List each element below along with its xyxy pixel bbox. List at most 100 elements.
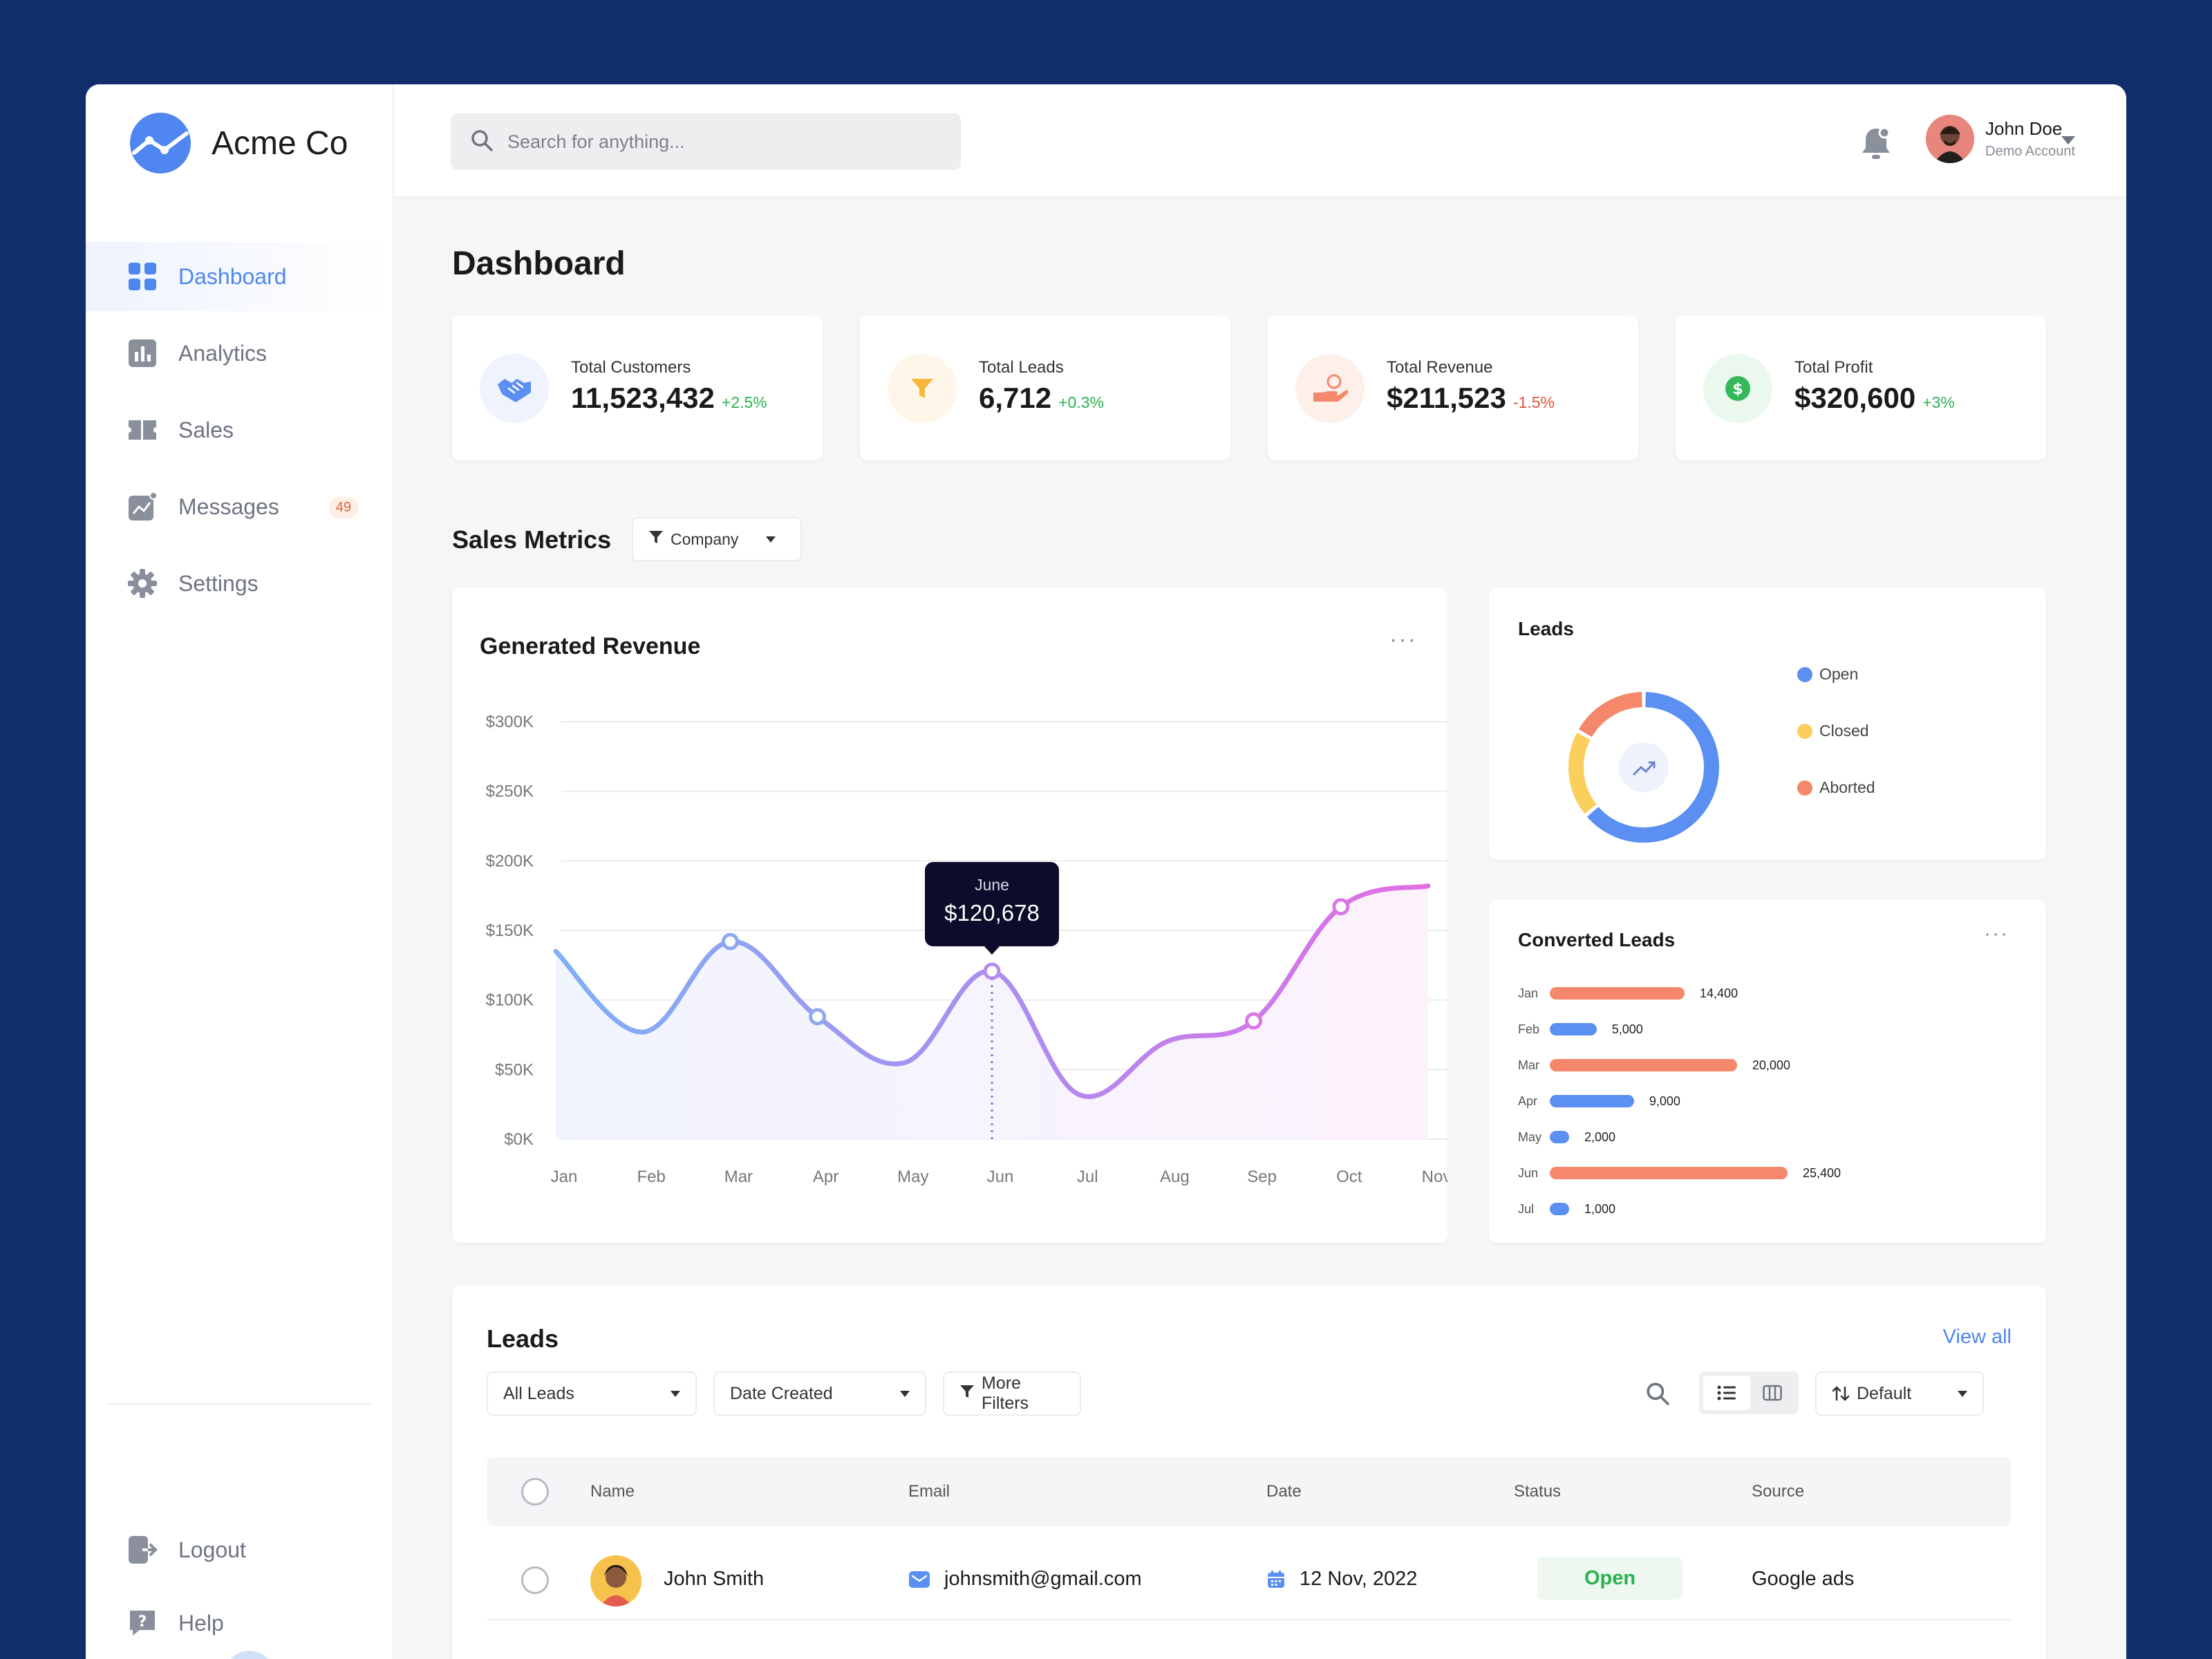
trend-up-icon [1633,761,1656,776]
date-created-dropdown[interactable]: Date Created [713,1371,926,1416]
row-checkbox[interactable] [521,1566,549,1594]
ticket-icon [127,415,158,445]
more-options-icon[interactable]: ··· [1984,922,2009,945]
table-row[interactable]: John Smith johnsmith@gmail.com 12 Nov, 2… [487,1544,2012,1620]
more-options-icon[interactable]: ··· [1389,626,1417,653]
company-filter-dropdown[interactable]: Company [632,517,802,561]
bar-category-label: Jan [1518,986,1539,1000]
kpi-delta: +2.5% [721,393,767,411]
avatar [590,1555,641,1606]
legend-dot [1797,666,1812,682]
sidebar-item-label: Analytics [178,340,268,366]
column-header-source[interactable]: Source [1752,1482,1805,1501]
converted-leads-title: Converted Leads [1518,929,1676,950]
notification-bell-icon[interactable] [1858,124,1894,162]
kpi-card-customers[interactable]: Total Customers 11,523,432 +2.5% [452,315,823,460]
search-input[interactable] [507,131,922,153]
x-tick-label: Oct [1336,1168,1362,1186]
columns-icon [1763,1385,1782,1401]
revenue-area [556,885,1428,1139]
sort-control: Default [1832,1384,1911,1404]
more-filters-button[interactable]: More Filters [943,1371,1081,1416]
sidebar-item-logout[interactable]: Logout [86,1515,393,1584]
sidebar-item-analytics[interactable]: Analytics [86,319,393,388]
bar-value-label: 25,400 [1803,1165,1841,1180]
grid-icon [127,261,158,292]
view-all-link[interactable]: View all [1942,1326,2012,1348]
table-header: Name Email Date Status Source [487,1457,2012,1526]
select-all-checkbox[interactable] [521,1478,549,1506]
bar [1550,1203,1569,1215]
converted-leads-row: Jul 1,000 [1518,1199,1615,1219]
leads-donut-card: Leads Open Closed Aborted [1489,588,2046,860]
logout-icon [127,1535,158,1565]
kpi-delta: +0.3% [1058,393,1104,411]
column-header-name[interactable]: Name [590,1482,635,1501]
bar-value-label: 9,000 [1649,1094,1680,1108]
column-header-email[interactable]: Email [908,1482,950,1501]
x-tick-label: Feb [637,1168,666,1186]
kpi-card-leads[interactable]: Total Leads 6,712 +0.3% [860,315,1230,460]
donut-slice-open [1586,692,1719,843]
sort-dropdown[interactable]: Default [1815,1371,1984,1416]
kpi-label: Total Profit [1794,358,1873,377]
converted-leads-row: Apr 9,000 [1518,1091,1680,1112]
user-menu[interactable]: John Doe Demo Account [1926,115,2075,163]
x-tick-label: Sep [1247,1168,1277,1186]
column-header-date[interactable]: Date [1266,1482,1302,1501]
y-tick-label: $100K [486,991,534,1010]
data-point [1332,898,1350,916]
sidebar-item-dashboard[interactable]: Dashboard [86,242,393,311]
x-tick-label: Nov [1422,1168,1447,1186]
donut-slice-aborted [1578,692,1643,738]
sidebar-item-help[interactable]: ? Help [86,1588,393,1658]
kpi-label: Total Revenue [1387,358,1493,377]
sidebar-item-settings[interactable]: Settings [86,549,393,618]
table-search-icon[interactable] [1645,1381,1670,1409]
user-info: John Doe Demo Account [1985,118,2075,160]
bar-value-label: 2,000 [1584,1130,1616,1144]
bar-value-label: 5,000 [1611,1022,1643,1036]
search-bar[interactable] [451,113,961,170]
tooltip-month: June [975,876,1009,894]
generated-revenue-card: Generated Revenue ··· $0K $50K $100K $150K $… [452,588,1447,1243]
kpi-delta: +3% [1922,393,1955,411]
bar-value-label: 20,000 [1752,1058,1790,1072]
column-view-button[interactable] [1749,1376,1796,1410]
revenue-line-chart: $0K $50K $100K $150K $200K $250K $300K Jan Feb M… [486,713,1447,1186]
brand[interactable]: Acme Co [130,112,348,174]
search-icon [470,129,494,156]
lead-source: Google ads [1752,1568,1855,1590]
bar-value-label: 1,000 [1584,1201,1616,1216]
all-leads-label: All Leads [503,1383,574,1403]
tooltip-value: $120,678 [944,900,1040,926]
revenue-chart-title: Generated Revenue [480,633,701,659]
sidebar-item-label: Sales [178,417,234,442]
data-point [721,932,739,950]
sidebar-nav: Dashboard Analytics Sales Messages 49 [86,242,393,626]
kpi-value: $211,523 -1.5% [1387,382,1555,414]
app-window: Acme Co Dashboard Analytics Sales [86,84,2126,1659]
data-point [983,962,1001,980]
brand-name: Acme Co [212,124,348,162]
sidebar-item-messages[interactable]: Messages 49 [86,472,393,541]
bar [1550,1167,1788,1179]
legend-label: Open [1819,665,1859,683]
top-header: John Doe Demo Account [394,84,2126,198]
data-point [1245,1012,1263,1030]
chevron-down-icon[interactable] [2060,134,2077,150]
kpi-card-revenue[interactable]: Total Revenue $211,523 -1.5% [1268,315,1638,460]
all-leads-dropdown[interactable]: All Leads [487,1371,697,1416]
svg-text:?: ? [138,1613,147,1631]
bar-category-label: May [1518,1130,1542,1144]
column-header-status[interactable]: Status [1514,1482,1562,1501]
converted-leads-row: May 2,000 [1518,1127,1615,1147]
legend-open: Open [1797,665,1858,684]
lead-date-cell: 12 Nov, 2022 [1266,1568,1417,1591]
sidebar-item-sales[interactable]: Sales [86,395,393,465]
list-view-button[interactable] [1703,1376,1750,1410]
kpi-card-profit[interactable]: $ Total Profit $320,600 +3% [1676,315,2046,460]
y-tick-label: $200K [486,852,534,870]
tooltip-pointer [984,946,1000,955]
list-icon [1717,1385,1736,1400]
